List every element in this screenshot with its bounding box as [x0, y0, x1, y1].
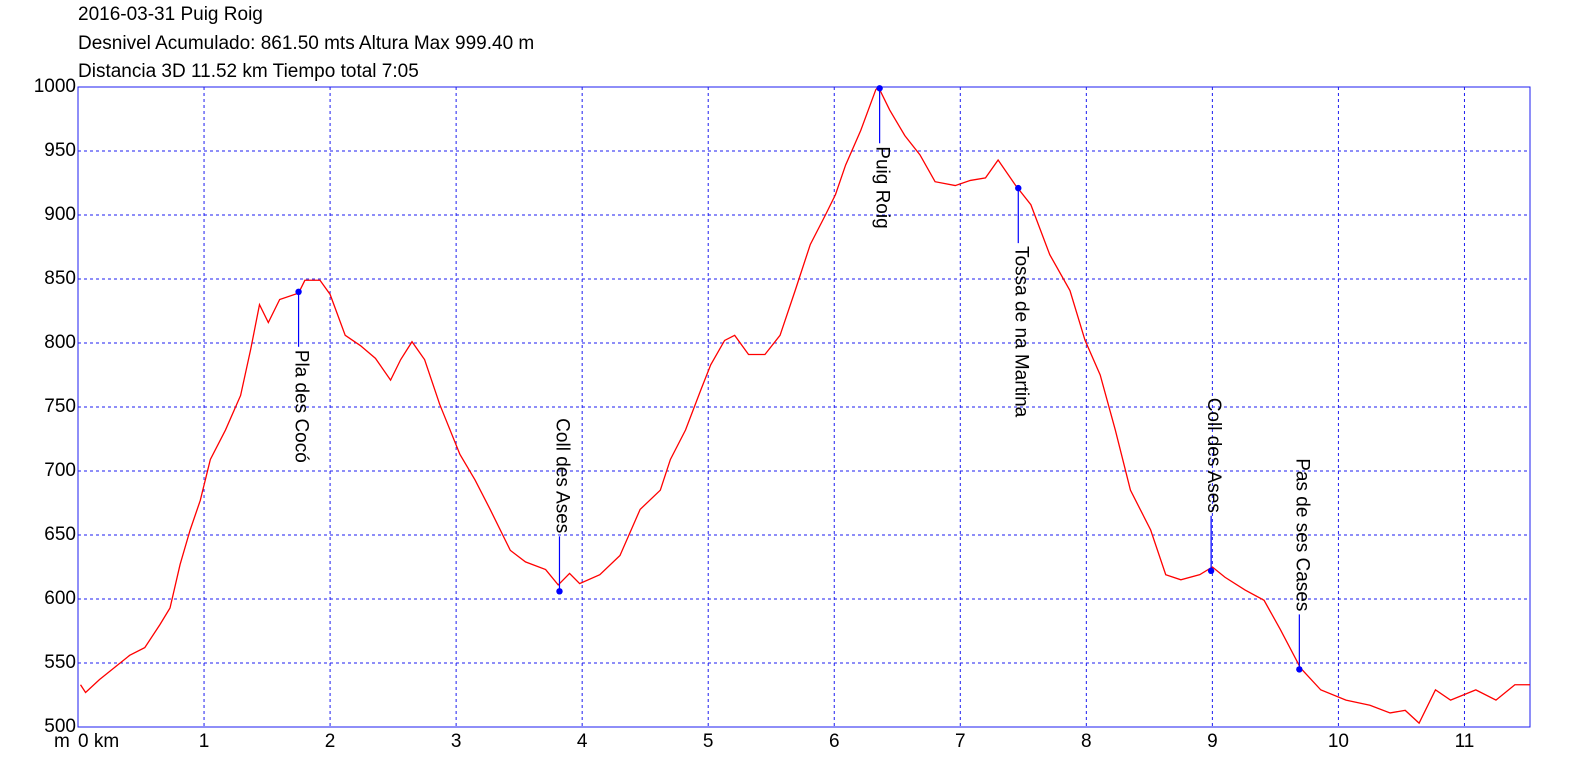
x-tick-label: 3 [451, 731, 462, 752]
elevation-line [79, 85, 1530, 725]
y-tick-label: 950 [44, 140, 76, 161]
y-tick-label: 600 [44, 588, 76, 609]
x-tick-label: 6 [829, 731, 840, 752]
waypoint-label: Puig Roig [872, 146, 893, 228]
waypoint-marker [1015, 184, 1022, 192]
waypoint-marker [1296, 666, 1303, 673]
x-tick-label: 11 [1455, 731, 1475, 752]
waypoint-marker [1207, 567, 1215, 575]
y-tick-label: 850 [44, 268, 76, 289]
x-tick-label: 5 [703, 731, 714, 752]
y-tick-label: 550 [44, 652, 76, 673]
waypoint-label: Coll des Ases [1203, 398, 1224, 513]
waypoint-label: Pas de ses Cases [1291, 458, 1312, 611]
x-tick-label: 2 [325, 731, 336, 752]
y-tick-label: 650 [44, 524, 76, 545]
x-tick-label: 1 [199, 731, 210, 752]
x-tick-label: 10 [1328, 731, 1349, 752]
x-tick-label: 7 [955, 731, 966, 752]
x-tick-label: 0 km [78, 731, 119, 752]
x-tick-label: 8 [1081, 731, 1092, 752]
waypoint-marker [876, 85, 883, 92]
x-tick-label: 4 [577, 731, 588, 752]
x-tick-label: 9 [1207, 731, 1218, 752]
y-tick-label: 900 [44, 204, 76, 225]
title-line: 2016-03-31 Puig Roig [78, 4, 263, 25]
waypoint-marker [295, 288, 302, 295]
y-tick-label: 700 [44, 460, 76, 481]
y-tick-label: 800 [44, 332, 76, 353]
y-tick-label: 1000 [34, 76, 76, 97]
title-line: Distancia 3D 11.52 km Tiempo total 7:05 [78, 61, 419, 82]
plot-frame [77, 86, 1531, 728]
waypoint-label: Coll des Ases [551, 418, 572, 533]
waypoint-label: Tossa de na Martina [1010, 246, 1031, 418]
y-axis-label: m [54, 731, 70, 752]
title-line: Desnivel Acumulado: 861.50 mts Altura Ma… [78, 33, 534, 54]
waypoint-marker [556, 588, 563, 595]
waypoint-label: Pla des Cocó [291, 350, 312, 463]
y-tick-label: 500 [44, 716, 76, 737]
y-tick-label: 750 [44, 396, 76, 417]
